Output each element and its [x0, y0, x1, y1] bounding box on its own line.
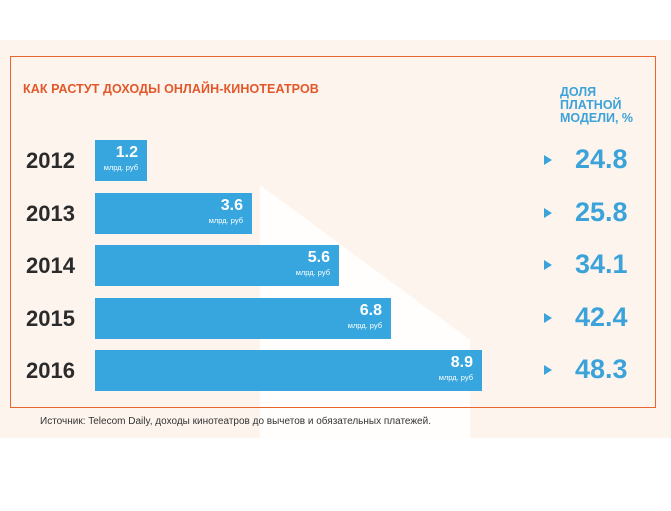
bar-value-label: 6.8 — [359, 301, 382, 319]
bar-unit-label: млрд. руб — [347, 320, 382, 330]
paid-share-value: 48.3 — [575, 354, 628, 384]
year-label: 2015 — [26, 305, 75, 331]
bar-unit-label: млрд. руб — [295, 268, 330, 277]
paid-share-value: 24.8 — [575, 144, 628, 174]
revenue-bar: 8.9 млрд. руб — [95, 350, 482, 391]
bar-unit-label: млрд. руб — [208, 215, 243, 225]
year-label: 2014 — [26, 253, 75, 278]
revenue-bar: 1.2 млрд. руб — [95, 140, 147, 181]
arrow-right-icon — [544, 155, 552, 165]
revenue-bar: 3.6 млрд. руб — [95, 192, 252, 234]
paid-share-value: 42.4 — [575, 301, 628, 332]
source-note: Источник: Telecom Daily, доходы кинотеат… — [40, 416, 431, 427]
year-label: 2013 — [26, 200, 75, 226]
chart-title: КАК РАСТУТ ДОХОДЫ ОНЛАЙН-КИНОТЕАТРОВ — [23, 82, 319, 96]
bar-value-label: 3.6 — [220, 196, 243, 214]
arrow-right-icon — [544, 365, 552, 375]
arrow-right-icon — [544, 207, 552, 218]
bar-unit-label: млрд. руб — [103, 163, 138, 172]
bar-value-label: 1.2 — [115, 144, 138, 161]
chart-frame — [10, 56, 656, 408]
revenue-bar: 6.8 млрд. руб — [95, 297, 391, 339]
revenue-bar: 5.6 млрд. руб — [95, 245, 339, 286]
paid-share-heading: ДОЛЯ ПЛАТНОЙ МОДЕЛИ, % — [560, 85, 634, 125]
bar-value-label: 8.9 — [450, 354, 473, 371]
bar-value-label: 5.6 — [307, 249, 330, 266]
paid-share-value: 25.8 — [575, 196, 628, 227]
paid-share-value: 34.1 — [575, 249, 628, 279]
bar-unit-label: млрд. руб — [438, 373, 473, 382]
arrow-right-icon — [544, 260, 552, 270]
year-label: 2012 — [26, 148, 75, 173]
year-label: 2016 — [26, 358, 75, 383]
arrow-right-icon — [544, 312, 552, 323]
